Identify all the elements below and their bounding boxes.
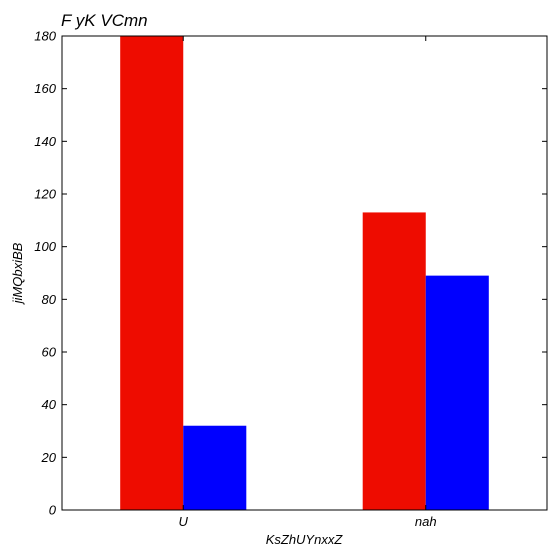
chart-title: F yK VCmn xyxy=(61,11,148,30)
y-axis: 0 20 40 60 80 100 120 140 160 180 xyxy=(34,29,547,518)
y-tick-label: 160 xyxy=(34,81,56,96)
x-tick-label: nah xyxy=(415,514,437,529)
y-tick-label: 100 xyxy=(34,239,56,254)
y-tick-label: 40 xyxy=(42,397,57,412)
y-tick-label: 80 xyxy=(42,292,57,307)
plot-area-frame xyxy=(61,35,548,511)
y-tick-label: 120 xyxy=(34,187,56,202)
bar-U-series-2 xyxy=(183,425,247,510)
y-tick-label: 0 xyxy=(49,503,57,518)
y-tick-label: 140 xyxy=(34,134,56,149)
bar-nah-series-1 xyxy=(362,212,426,510)
y-tick-label: 60 xyxy=(42,345,57,360)
y-tick-label: 180 xyxy=(34,29,56,44)
bars-group xyxy=(120,36,489,510)
bar-nah-series-2 xyxy=(425,275,489,510)
y-axis-label: jiMQbxiBB xyxy=(10,242,25,305)
y-tick-label: 20 xyxy=(41,450,57,465)
bar-U-series-1 xyxy=(120,36,184,510)
x-axis-label: KsZhUYnxxZ xyxy=(266,532,344,547)
x-tick-label: U xyxy=(179,514,189,529)
